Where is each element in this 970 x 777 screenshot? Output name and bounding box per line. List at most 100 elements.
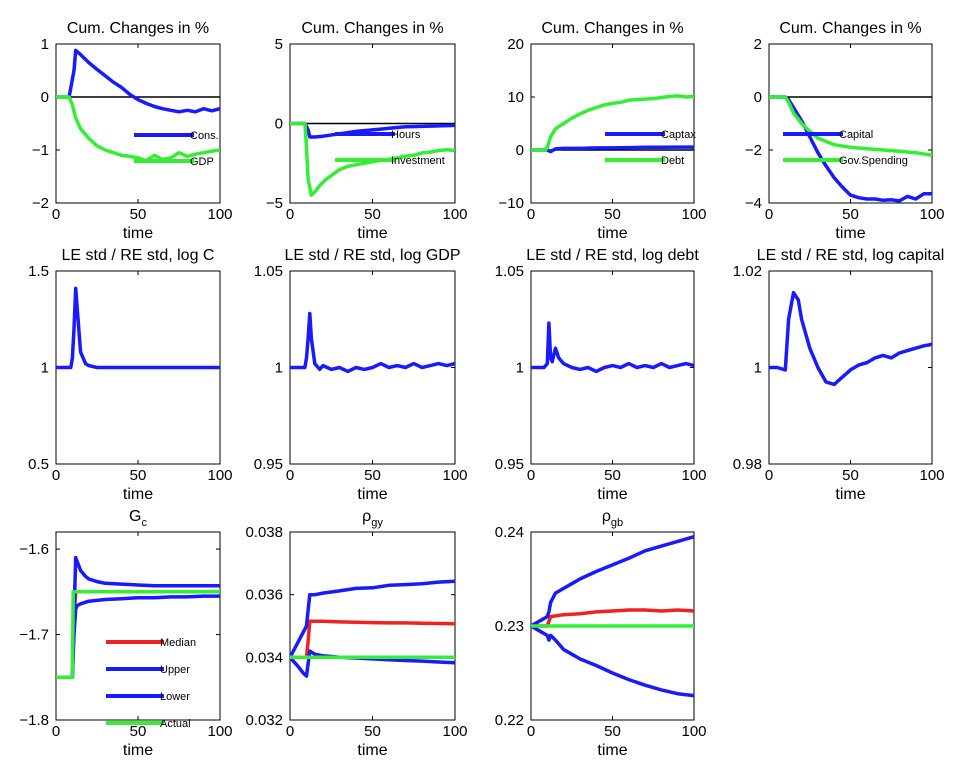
y-tick-label: 1 [41, 360, 49, 377]
subplot-1: 0 50 100 −2 −1 0 1 Cum. Changes in % time Cons. GD… [32, 20, 233, 242]
plot-area [55, 531, 221, 721]
title-main: Cum. Changes in % [779, 20, 921, 37]
y-tick-label: −1 [32, 142, 49, 159]
title-main: G [129, 508, 141, 525]
subplot-title: LE std / RE std, log capital [757, 247, 945, 264]
legend: Cons. GDP [134, 130, 219, 168]
legend-label: Actual [160, 718, 191, 730]
title-main: ρ [602, 508, 611, 525]
x-axis-label: time [597, 742, 627, 759]
x-tick-label: 0 [527, 467, 535, 484]
y-tick-label: 10 [507, 89, 524, 106]
series-line-median [290, 619, 455, 660]
y-tick-label: 0.24 [495, 524, 524, 541]
title-subscript: c [141, 517, 147, 529]
y-tick-label: 1.02 [733, 263, 762, 280]
subplot-title: Cum. Changes in % [541, 20, 683, 37]
x-tick-label: 0 [52, 206, 60, 223]
x-tick-label: 50 [604, 206, 621, 223]
legend-label: Hours [391, 129, 421, 141]
series-line-capital [769, 95, 932, 203]
series-line-1 [290, 311, 455, 374]
y-tick-label: −1.6 [19, 541, 49, 558]
x-tick-label: 100 [442, 467, 467, 484]
series-line-upper [531, 535, 694, 628]
y-tick-label: −2 [32, 195, 49, 212]
title-main: LE std / RE std, log capital [757, 247, 945, 264]
legend-label: Upper [160, 664, 190, 676]
x-axis-label: time [123, 742, 153, 759]
plot-area [768, 43, 933, 204]
x-tick-label: 50 [130, 467, 147, 484]
subplot-4: 0 50 100 −4 −2 0 2 Cum. Changes in % time Capital… [745, 20, 945, 242]
plot-area [55, 43, 221, 204]
x-tick-label: 0 [765, 467, 773, 484]
x-tick-label: 100 [207, 723, 232, 740]
title-subscript: gb [611, 517, 623, 529]
series-line-gov-spending [769, 95, 932, 158]
x-tick-label: 50 [130, 723, 147, 740]
legend-label: Lower [160, 691, 190, 703]
series-line-debt [531, 94, 694, 152]
subplot-title: Cum. Changes in % [301, 20, 443, 37]
legend-label: Investment [391, 155, 445, 167]
x-tick-label: 0 [286, 467, 294, 484]
x-tick-label: 0 [52, 723, 60, 740]
x-tick-label: 50 [842, 206, 859, 223]
x-axis-label: time [835, 225, 865, 242]
x-tick-label: 100 [919, 206, 944, 223]
x-tick-label: 100 [207, 467, 232, 484]
y-tick-label: 1 [754, 360, 762, 377]
series-line-lower [531, 624, 694, 698]
subplot-title: Cum. Changes in % [779, 20, 921, 37]
title-main: LE std / RE std, log GDP [284, 247, 460, 264]
y-tick-label: −4 [745, 195, 762, 212]
x-tick-label: 100 [681, 467, 706, 484]
y-tick-label: 0.032 [245, 712, 283, 729]
x-axis-label: time [357, 742, 387, 759]
x-tick-label: 50 [364, 723, 381, 740]
subplot-9: 0 50 100 −1.8 −1.7 −1.6 Gc time Median Upper Lower… [19, 508, 232, 759]
legend-label: Debt [661, 155, 684, 167]
y-tick-label: 0.5 [28, 456, 49, 473]
legend-label: Median [160, 637, 196, 649]
legend: Hours Investment [335, 129, 445, 167]
y-tick-label: 0.95 [254, 456, 283, 473]
x-tick-label: 50 [604, 467, 621, 484]
series-line-1 [531, 321, 694, 374]
y-tick-label: 0 [41, 89, 49, 106]
legend: Median Upper Lower Actual [106, 637, 196, 730]
title-main: LE std / RE std, log C [62, 247, 215, 264]
subplot-title: ρgy [362, 508, 383, 529]
series-line-cons- [56, 48, 220, 114]
y-tick-label: 1 [516, 360, 524, 377]
series-line-upper [290, 579, 455, 659]
y-tick-label: 1.05 [254, 263, 283, 280]
x-tick-label: 0 [286, 723, 294, 740]
title-main: Cum. Changes in % [67, 20, 209, 37]
x-axis-label: time [357, 486, 387, 503]
x-tick-label: 0 [527, 206, 535, 223]
title-subscript: gy [371, 517, 383, 529]
y-tick-label: 0 [516, 142, 524, 159]
series-line-captax [531, 145, 694, 154]
y-tick-label: 0.036 [245, 587, 283, 604]
y-tick-label: 1.5 [28, 263, 49, 280]
title-main: Cum. Changes in % [541, 20, 683, 37]
y-tick-label: 20 [507, 36, 524, 53]
title-main: LE std / RE std, log debt [526, 247, 699, 264]
y-tick-label: 5 [275, 36, 283, 53]
x-axis-label: time [835, 486, 865, 503]
title-main: ρ [362, 508, 371, 525]
x-tick-label: 50 [364, 467, 381, 484]
legend: Capital Gov.Spending [783, 129, 908, 167]
legend: Captax Debt [605, 129, 696, 167]
y-tick-label: −1.7 [19, 627, 49, 644]
x-tick-label: 100 [919, 467, 944, 484]
x-tick-label: 100 [442, 206, 467, 223]
y-tick-label: 0.22 [495, 712, 524, 729]
